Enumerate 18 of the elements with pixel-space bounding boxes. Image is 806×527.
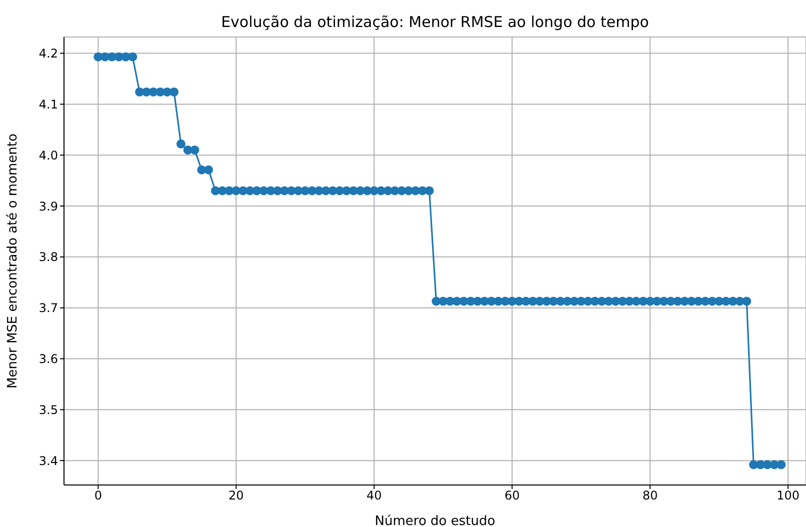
x-tick-label: 40 — [366, 488, 382, 503]
y-tick-label: 4.1 — [38, 97, 58, 112]
y-tick-label: 4.2 — [38, 46, 58, 61]
chart-title: Evolução da otimização: Menor RMSE ao longo do tempo — [220, 13, 650, 31]
x-axis-title: Número do estudo — [374, 514, 496, 527]
x-tick-label: 60 — [504, 488, 520, 503]
x-tick-label: 20 — [228, 488, 244, 503]
y-tick-label: 3.6 — [38, 352, 58, 366]
y-tick-label: 3.5 — [38, 402, 58, 417]
x-tick-label: 100 — [776, 488, 800, 503]
y-axis-title: Menor MSE encontrado até o momento — [6, 134, 21, 388]
y-tick-label: 3.8 — [38, 250, 58, 264]
y-tick-label: 3.4 — [38, 454, 58, 468]
y-tick-label: 4.0 — [38, 148, 58, 162]
y-tick-label: 3.7 — [38, 301, 58, 316]
x-tick-label: 80 — [642, 488, 658, 503]
y-tick-label: 3.9 — [38, 199, 58, 214]
x-tick-label: 0 — [94, 488, 102, 503]
